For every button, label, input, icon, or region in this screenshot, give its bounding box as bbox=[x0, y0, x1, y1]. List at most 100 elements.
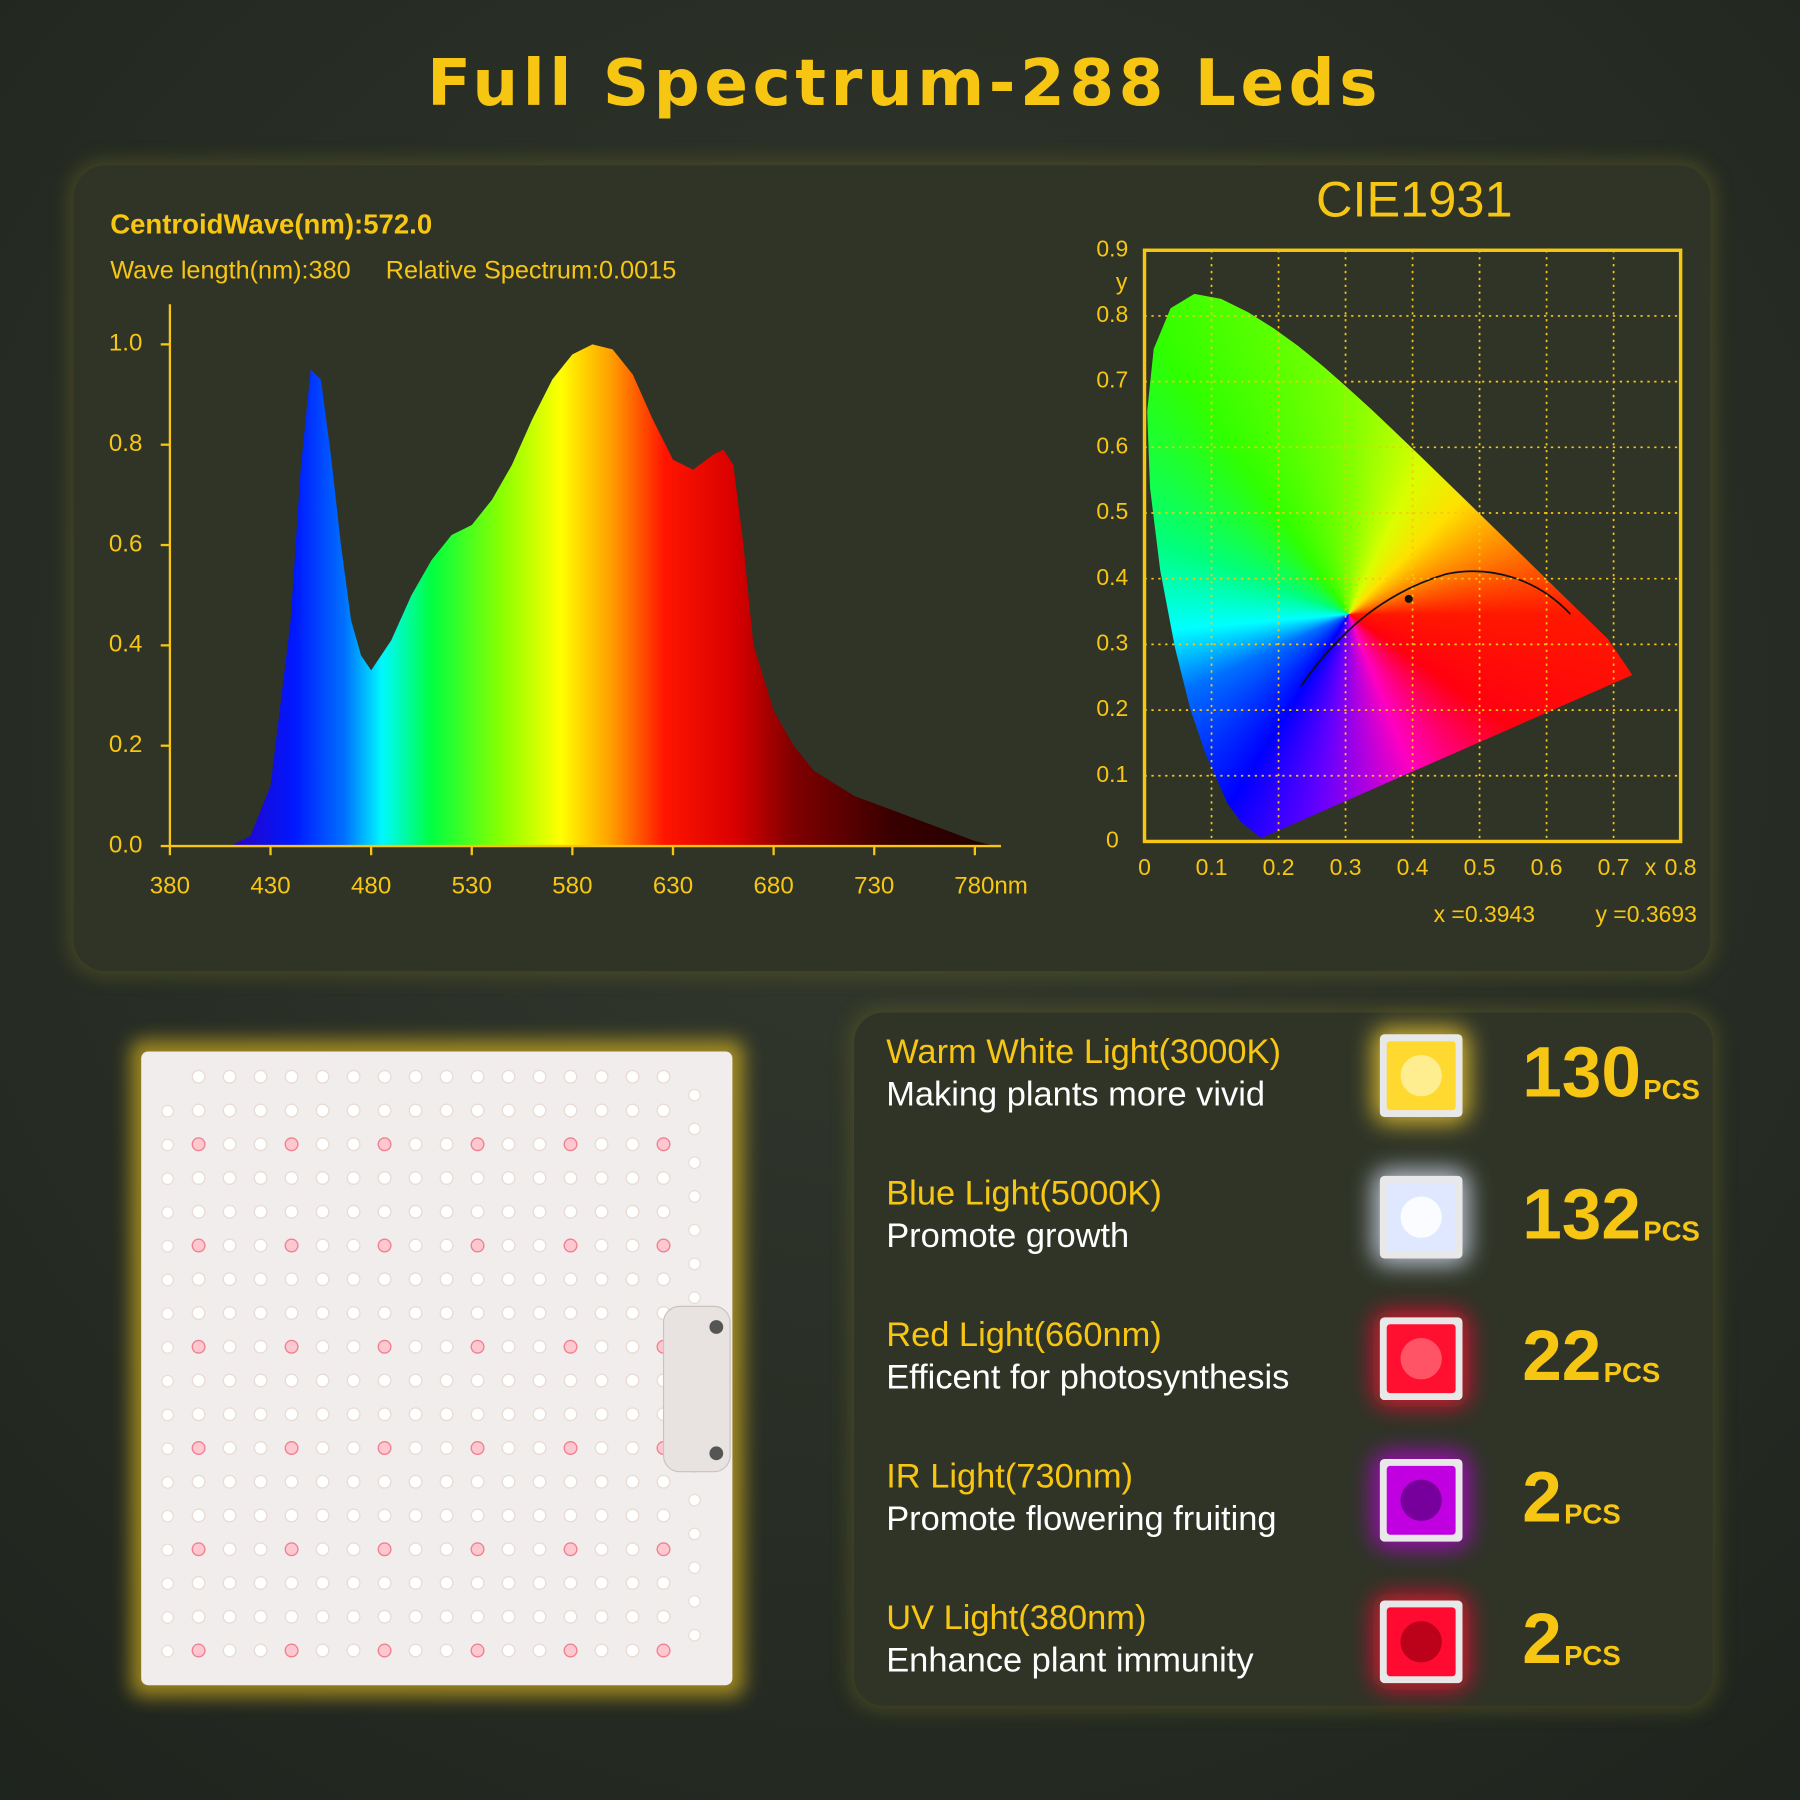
x-tick-label: 0.3 bbox=[1330, 854, 1362, 880]
led-dot bbox=[377, 1508, 392, 1523]
led-dot bbox=[346, 1272, 361, 1287]
led-dot bbox=[470, 1171, 485, 1186]
led-dot bbox=[161, 1408, 174, 1422]
led-dot bbox=[222, 1542, 237, 1557]
led-unit: PCS bbox=[1643, 1074, 1700, 1105]
led-dot bbox=[377, 1542, 392, 1557]
led-dot bbox=[284, 1339, 299, 1354]
led-dot bbox=[253, 1069, 268, 1084]
led-dot bbox=[563, 1542, 578, 1557]
led-dot bbox=[625, 1306, 640, 1321]
led-dot bbox=[222, 1508, 237, 1523]
led-dot bbox=[439, 1339, 454, 1354]
led-dot bbox=[408, 1542, 423, 1557]
led-dot bbox=[470, 1508, 485, 1523]
led-dot bbox=[563, 1407, 578, 1422]
led-dot bbox=[439, 1204, 454, 1219]
led-dot bbox=[501, 1069, 516, 1084]
x-tick-label: 680 bbox=[754, 873, 794, 900]
led-dot bbox=[346, 1474, 361, 1489]
led-dot bbox=[656, 1238, 671, 1253]
led-dot bbox=[408, 1272, 423, 1287]
led-dot bbox=[594, 1474, 609, 1489]
led-dot bbox=[222, 1643, 237, 1658]
led-dot bbox=[656, 1474, 671, 1489]
led-dot bbox=[470, 1272, 485, 1287]
led-dot bbox=[346, 1171, 361, 1186]
led-dot bbox=[439, 1542, 454, 1557]
led-dot bbox=[532, 1137, 547, 1152]
led-dot bbox=[346, 1609, 361, 1624]
led-dot bbox=[253, 1542, 268, 1557]
led-dot bbox=[253, 1474, 268, 1489]
led-dot bbox=[594, 1069, 609, 1084]
led-dot bbox=[625, 1508, 640, 1523]
plot-frame bbox=[1142, 248, 1683, 844]
led-dot bbox=[532, 1407, 547, 1422]
led-dot bbox=[191, 1137, 206, 1152]
led-dot bbox=[222, 1171, 237, 1186]
led-dot bbox=[346, 1441, 361, 1456]
led-count: 132 bbox=[1522, 1175, 1641, 1254]
x-tick-label: 0.8 bbox=[1665, 854, 1697, 880]
led-dot bbox=[408, 1306, 423, 1321]
led-dot bbox=[161, 1138, 174, 1152]
led-dot bbox=[315, 1441, 330, 1456]
led-dot bbox=[439, 1643, 454, 1658]
wavelength-label: Wave length(nm):380 bbox=[110, 257, 350, 285]
led-dot bbox=[439, 1474, 454, 1489]
panel-bracket bbox=[662, 1305, 731, 1473]
led-dot bbox=[439, 1272, 454, 1287]
led-dot bbox=[439, 1373, 454, 1388]
led-dot bbox=[161, 1543, 174, 1557]
led-icon-center bbox=[1400, 1196, 1442, 1238]
led-dot bbox=[470, 1137, 485, 1152]
led-name: Blue Light(5000K) bbox=[886, 1174, 1162, 1212]
led-dot bbox=[161, 1341, 174, 1354]
led-dot bbox=[594, 1103, 609, 1118]
led-dot bbox=[161, 1307, 174, 1321]
led-dot bbox=[284, 1238, 299, 1253]
led-dot bbox=[284, 1171, 299, 1186]
led-name: Warm White Light(3000K) bbox=[886, 1033, 1281, 1071]
led-dot bbox=[594, 1373, 609, 1388]
led-dot bbox=[439, 1407, 454, 1422]
led-dot bbox=[563, 1171, 578, 1186]
x-tick-label: 0.7 bbox=[1598, 854, 1630, 880]
x-tick-label: 0.2 bbox=[1263, 854, 1295, 880]
led-dot bbox=[501, 1542, 516, 1557]
led-dot bbox=[161, 1442, 174, 1456]
led-dot bbox=[346, 1103, 361, 1118]
led-dot bbox=[625, 1238, 640, 1253]
led-dot bbox=[253, 1103, 268, 1118]
led-dot bbox=[563, 1272, 578, 1287]
led-dot bbox=[161, 1509, 174, 1523]
led-count: 2 bbox=[1522, 1600, 1562, 1679]
led-dot bbox=[470, 1643, 485, 1658]
led-dot bbox=[253, 1306, 268, 1321]
led-dot bbox=[346, 1238, 361, 1253]
led-dot bbox=[284, 1373, 299, 1388]
led-dot bbox=[222, 1407, 237, 1422]
led-dot bbox=[222, 1306, 237, 1321]
led-dot bbox=[377, 1609, 392, 1624]
led-description: Promote growth bbox=[886, 1217, 1129, 1255]
led-dot bbox=[161, 1476, 174, 1489]
led-dot bbox=[470, 1441, 485, 1456]
led-dot bbox=[253, 1508, 268, 1523]
led-description: Enhance plant immunity bbox=[886, 1642, 1254, 1680]
led-dot bbox=[439, 1441, 454, 1456]
led-dot bbox=[315, 1373, 330, 1388]
led-dot bbox=[408, 1508, 423, 1523]
led-dot bbox=[253, 1272, 268, 1287]
led-dot bbox=[377, 1272, 392, 1287]
led-dot bbox=[284, 1069, 299, 1084]
led-dot bbox=[656, 1643, 671, 1658]
led-dot bbox=[346, 1204, 361, 1219]
led-dot bbox=[315, 1204, 330, 1219]
led-dot bbox=[688, 1561, 701, 1574]
x-tick-label: 730 bbox=[854, 873, 894, 900]
planckian-locus bbox=[1299, 570, 1572, 687]
y-tick-label: 0.6 bbox=[109, 530, 143, 557]
